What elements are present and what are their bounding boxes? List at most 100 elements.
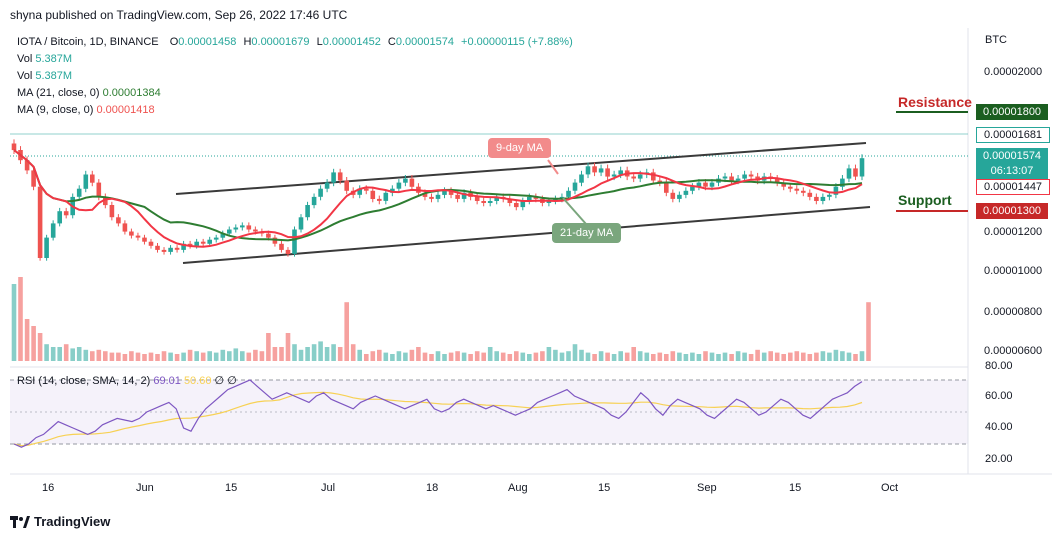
candle-body (161, 249, 167, 252)
volume-bar (840, 351, 845, 361)
candle-body (631, 176, 636, 179)
volume-bar (122, 354, 128, 361)
candle-body (220, 233, 226, 238)
volume-bar (285, 333, 291, 361)
volume-bar (50, 347, 56, 361)
candle-body (44, 237, 49, 258)
volume-bar (422, 352, 428, 361)
support-price-tag: 0.00001300 (976, 203, 1048, 219)
ma9-label: MA (9, close, 0) (17, 104, 94, 116)
volume-bar (18, 277, 23, 361)
candle-body (194, 241, 199, 246)
volume-bar (637, 351, 643, 361)
price-tick-1: 0.00001200 (984, 226, 1043, 238)
low-value: 0.00001452 (322, 36, 381, 48)
volume-bar (579, 349, 584, 361)
candle-body (474, 196, 480, 201)
price-tick-3: 0.00000800 (984, 306, 1043, 318)
volume-bar (11, 284, 17, 361)
volume-bar (546, 347, 552, 361)
legend-ma21[interactable]: MA (21, close, 0) 0.00001384 (17, 87, 161, 99)
volume-bar (500, 352, 506, 361)
volume-bar (716, 354, 721, 361)
rsi-tick-60: 60.00 (985, 390, 1013, 402)
candle-body (605, 168, 610, 177)
volume-bar (696, 354, 702, 361)
volume-bar (572, 344, 578, 361)
candle-body (174, 247, 180, 250)
volume-bar (76, 347, 82, 361)
volume-bar (383, 352, 389, 361)
candle-body (494, 196, 499, 201)
tradingview-logo[interactable]: TradingView (10, 514, 110, 529)
candle-body (846, 168, 852, 179)
current-price-tag: 0.00001574 (976, 148, 1048, 164)
volume-bar (259, 351, 265, 361)
volume-bar (533, 352, 539, 361)
volume-bar (540, 351, 545, 361)
candle-body (664, 182, 669, 193)
volume-bar (44, 344, 49, 361)
volume-bar (866, 302, 871, 361)
volume-bar (194, 351, 199, 361)
price-tick-2: 0.00001000 (984, 265, 1043, 277)
volume-bar (409, 349, 415, 361)
candle-body (148, 241, 154, 246)
candle-body (546, 201, 552, 203)
legend-vol2[interactable]: Vol 5.387M (17, 70, 72, 82)
candle-body (76, 188, 82, 197)
volume-bar (135, 352, 141, 361)
ma21-callout: 21-day MA (552, 223, 622, 243)
candle-body (227, 229, 232, 234)
candle-body (233, 227, 239, 230)
candle-body (331, 172, 336, 183)
volume-bar (722, 352, 728, 361)
volume-bar (742, 352, 747, 361)
volume-bar (37, 333, 43, 361)
volume-bar (161, 351, 167, 361)
candle-body (637, 174, 643, 179)
rsi-tick-80: 80.00 (985, 360, 1013, 372)
volume-bar (57, 347, 62, 361)
volume-bar (272, 347, 278, 361)
candle-body (142, 237, 147, 242)
candle-body (729, 176, 734, 181)
vol-value-2: 5.387M (35, 70, 73, 82)
candle-body (135, 235, 141, 238)
volume-bar (807, 354, 813, 361)
candle-body (735, 178, 741, 181)
candle-body (240, 225, 245, 228)
symbol-label[interactable]: IOTA / Bitcoin, 1D, BINANCE (17, 36, 159, 48)
candle-body (377, 198, 382, 201)
volume-bar (494, 351, 499, 361)
candle-body (455, 194, 460, 199)
volume-bar (318, 341, 323, 361)
candle-body (774, 178, 780, 183)
candle-body (31, 170, 36, 187)
candle-body (103, 196, 108, 206)
rsi-legend[interactable]: RSI (14, close, SMA, 14, 2) 69.01 50.60 … (17, 374, 237, 387)
candle-body (200, 241, 206, 244)
volume-bar (611, 354, 617, 361)
candle-body (703, 182, 708, 187)
volume-bar (592, 354, 597, 361)
legend-vol1[interactable]: Vol 5.387M (17, 53, 72, 65)
vol-value: 5.387M (35, 53, 73, 65)
open-label: O (169, 36, 179, 48)
volume-bar (442, 354, 447, 361)
time-tick-6: 15 (598, 482, 611, 494)
support-label: Support (898, 192, 952, 208)
candle-body (187, 243, 193, 246)
currency-label: BTC (985, 34, 1007, 46)
candle-body (853, 168, 858, 177)
time-tick-5: Aug (508, 482, 528, 494)
legend-ma9[interactable]: MA (9, close, 0) 0.00001418 (17, 104, 155, 116)
candle-body (24, 160, 30, 171)
rsi-line (13, 379, 863, 448)
candle-body (63, 211, 69, 216)
volume-bar (350, 344, 356, 361)
volume-bar (853, 354, 858, 361)
volume-bar (474, 351, 480, 361)
candle-body (618, 170, 623, 175)
volume-bar (266, 333, 271, 361)
